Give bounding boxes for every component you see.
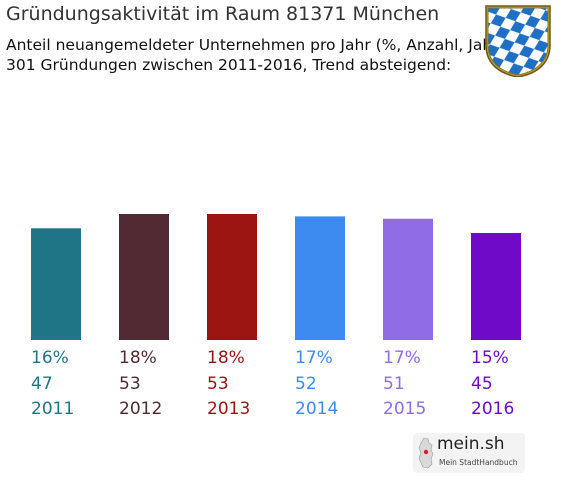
- percent-label-2015: 17%: [383, 348, 421, 368]
- count-label-2013: 53: [207, 374, 229, 394]
- year-label-2012: 2012: [119, 399, 162, 419]
- year-label-2015: 2015: [383, 399, 426, 419]
- bar-2011: [31, 228, 81, 340]
- year-label-2014: 2014: [295, 399, 338, 419]
- bars-layer: [31, 214, 521, 340]
- count-label-2011: 47: [31, 374, 53, 394]
- subtitle-line-summary: 301 Gründungen zwischen 2011-2016, Trend…: [6, 56, 452, 74]
- mein-sh-logo: mein.sh Mein StadtHandbuch: [413, 433, 525, 473]
- percent-label-2011: 16%: [31, 348, 69, 368]
- percent-label-2016: 15%: [471, 348, 509, 368]
- logo-tagline: Mein StadtHandbuch: [439, 458, 518, 467]
- chart-subtitle: Anteil neuangemeldeter Unternehmen pro J…: [6, 35, 505, 75]
- bavarian-lozenge-crest-icon: [485, 5, 551, 77]
- bar-2012: [119, 214, 169, 340]
- year-label-2013: 2013: [207, 399, 250, 419]
- percent-label-2014: 17%: [295, 348, 333, 368]
- count-label-2015: 51: [383, 374, 405, 394]
- count-label-2012: 53: [119, 374, 141, 394]
- chart-title: Gründungsaktivität im Raum 81371 München: [6, 3, 440, 25]
- bar-2014: [295, 216, 345, 340]
- year-label-2016: 2016: [471, 399, 514, 419]
- logo-name: mein.sh: [437, 434, 505, 454]
- labels-layer: 16% 47 2011 18% 53 2012 18% 53 2013 17% 52 2014 17% 5…: [31, 348, 514, 419]
- percent-label-2012: 18%: [119, 348, 157, 368]
- germany-map-icon: [418, 437, 434, 469]
- count-label-2014: 52: [295, 374, 317, 394]
- bar-2016: [471, 233, 521, 340]
- percent-label-2013: 18%: [207, 348, 245, 368]
- bar-2015: [383, 218, 433, 340]
- bar-2013: [207, 214, 257, 340]
- subtitle-line-description: Anteil neuangemeldeter Unternehmen pro J…: [6, 36, 505, 54]
- year-label-2011: 2011: [31, 399, 74, 419]
- count-label-2016: 45: [471, 374, 493, 394]
